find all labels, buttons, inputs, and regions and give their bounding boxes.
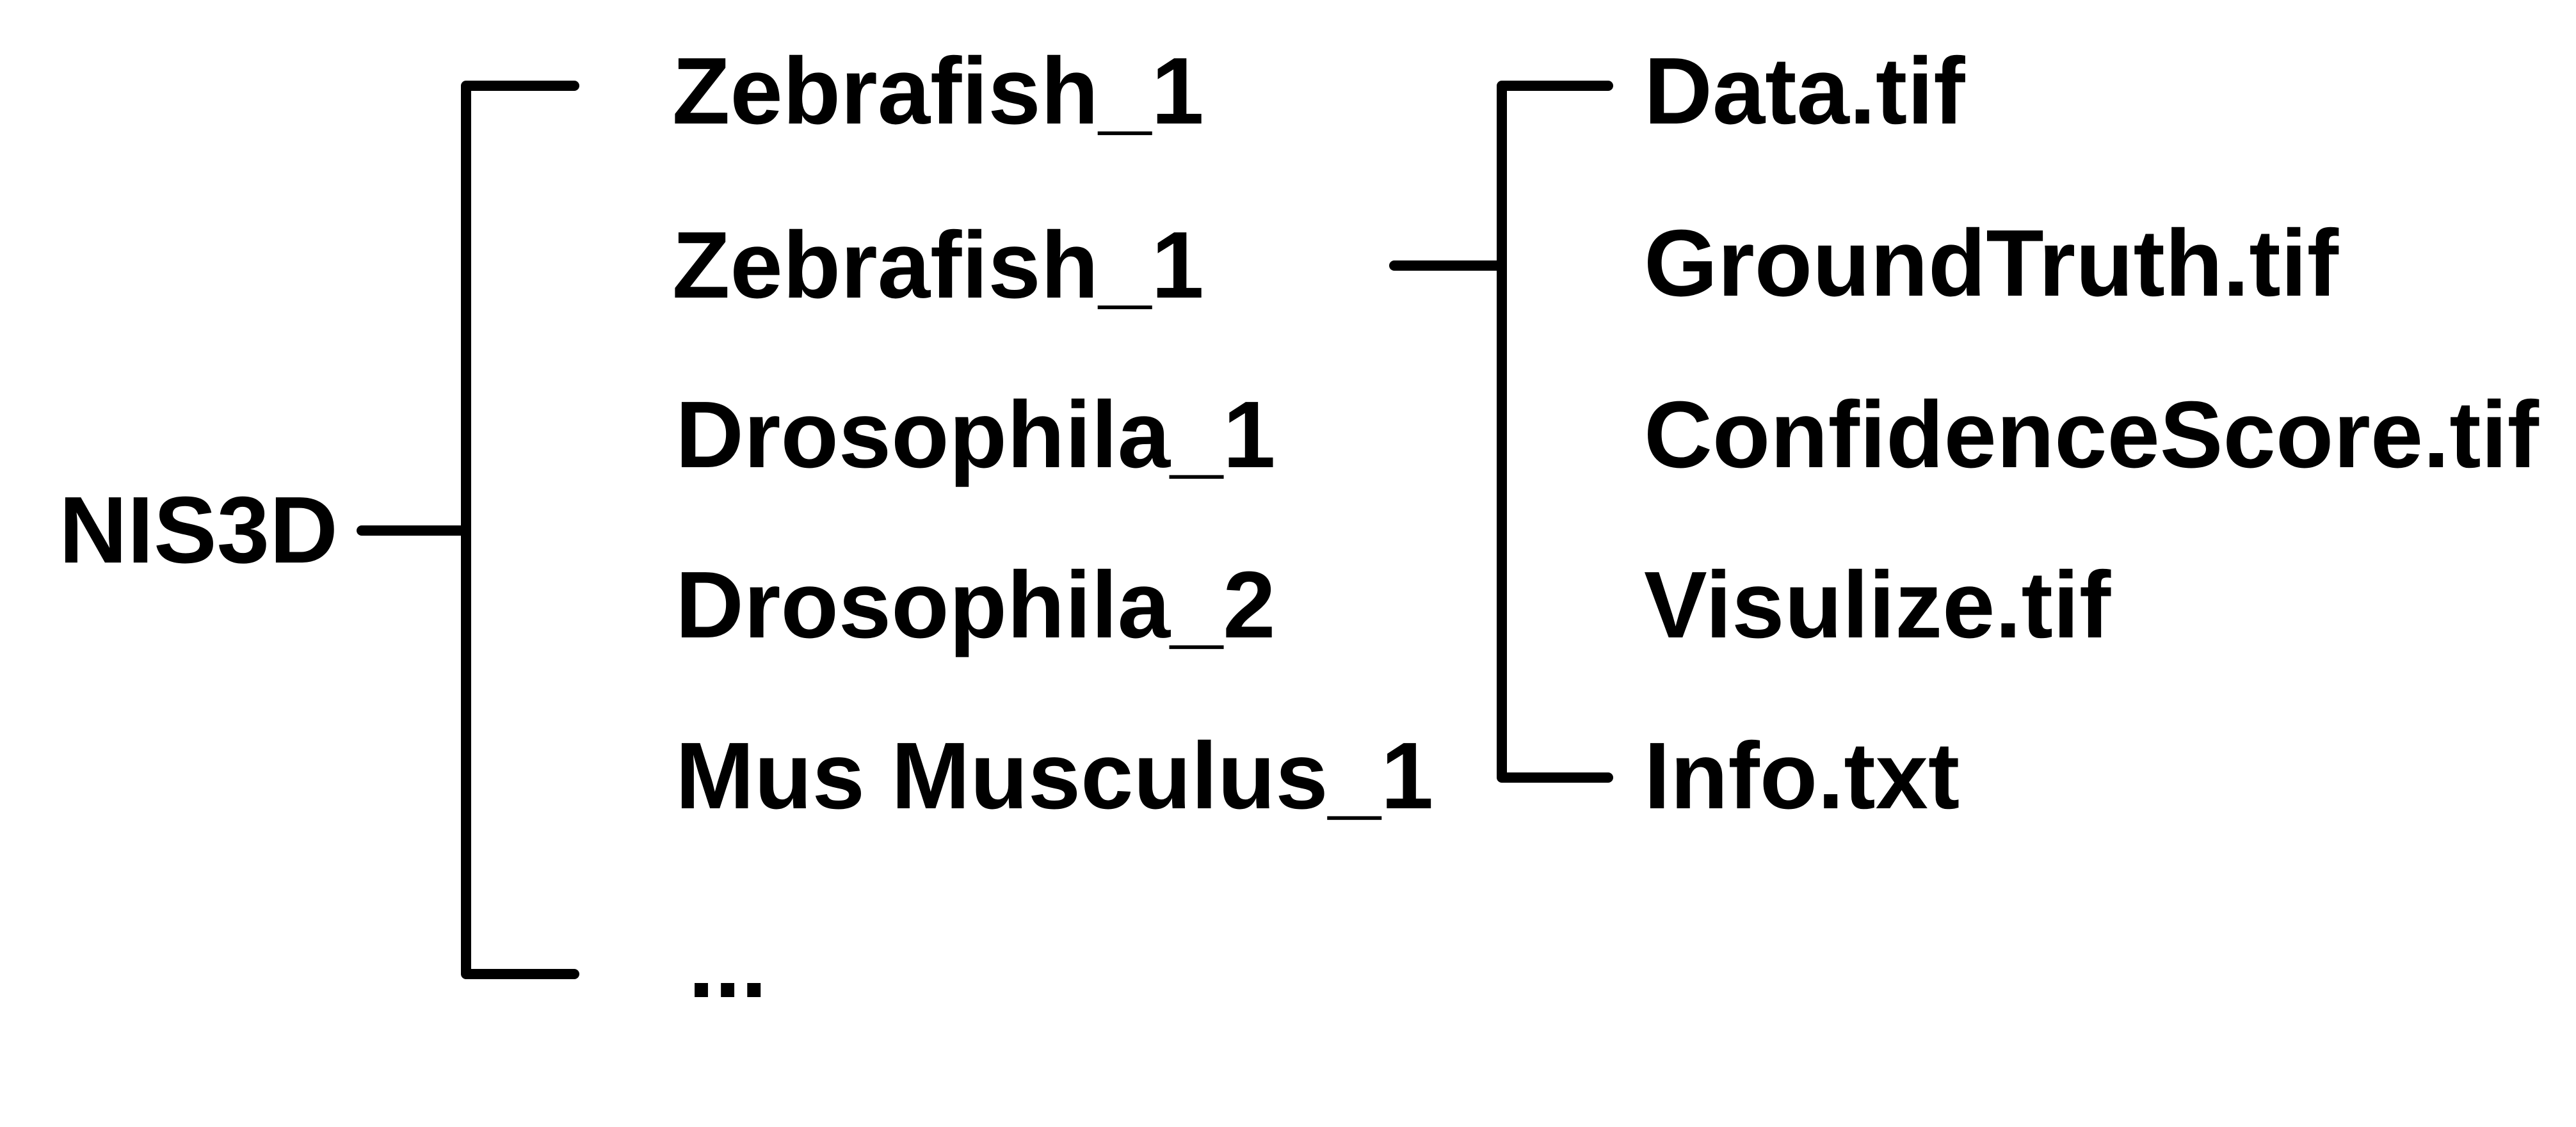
file-node-confidencescore-tif: ConfidenceScore.tif <box>1644 382 2539 488</box>
dataset-node-drosophila-1: Drosophila_1 <box>675 382 1276 488</box>
file-node-data-tif: Data.tif <box>1644 38 1965 144</box>
file-node-visulize-tif: Visulize.tif <box>1644 552 2111 658</box>
dataset-node-drosophila-2: Drosophila_2 <box>675 552 1276 658</box>
file-node-groundtruth-tif: GroundTruth.tif <box>1644 211 2339 316</box>
dataset-node-mus-musculus-1: Mus Musculus_1 <box>675 723 1434 829</box>
dataset-node-ellipsis: ... <box>688 912 768 1018</box>
datasets-bracket <box>461 81 579 979</box>
dataset-node-zebrafish-1-second: Zebrafish_1 <box>672 212 1204 318</box>
file-node-info-txt: Info.txt <box>1644 723 1960 829</box>
root-node: NIS3D <box>59 477 338 583</box>
files-bracket <box>1497 81 1613 783</box>
dataset-node-zebrafish-1: Zebrafish_1 <box>672 38 1204 144</box>
